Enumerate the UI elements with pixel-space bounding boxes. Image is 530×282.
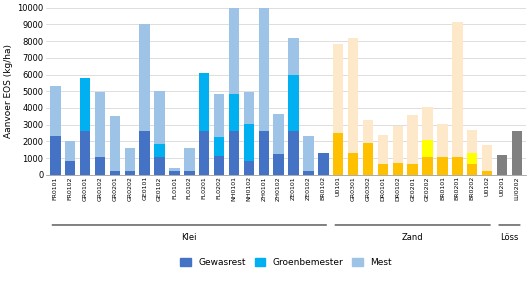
Text: Klei: Klei — [182, 233, 197, 242]
Bar — [154, 91, 165, 144]
Bar — [363, 120, 373, 143]
Bar — [452, 22, 463, 157]
Bar — [482, 171, 492, 175]
Bar — [95, 92, 105, 157]
Bar — [65, 141, 75, 162]
Bar — [467, 153, 478, 164]
Bar — [50, 136, 60, 175]
Bar — [437, 124, 448, 157]
Bar — [378, 135, 388, 164]
Bar — [199, 73, 209, 131]
Bar — [482, 145, 492, 171]
Bar — [80, 78, 90, 131]
Bar — [169, 171, 180, 175]
Bar — [139, 131, 150, 175]
Bar — [422, 107, 433, 140]
Bar — [244, 92, 254, 124]
Bar — [393, 163, 403, 175]
Bar — [497, 155, 507, 175]
Bar — [467, 130, 478, 153]
Bar — [80, 131, 90, 175]
Bar — [95, 157, 105, 175]
Bar — [303, 136, 314, 171]
Bar — [288, 38, 299, 74]
Bar — [452, 157, 463, 175]
Bar — [378, 164, 388, 175]
Bar — [333, 133, 343, 175]
Bar — [199, 131, 209, 175]
Bar — [184, 148, 195, 171]
Bar — [214, 137, 224, 156]
Legend: Gewasrest, Groenbemester, Mest: Gewasrest, Groenbemester, Mest — [176, 254, 396, 271]
Bar — [110, 171, 120, 175]
Bar — [125, 148, 135, 171]
Bar — [184, 171, 195, 175]
Bar — [259, 131, 269, 175]
Bar — [467, 164, 478, 175]
Bar — [65, 162, 75, 175]
Bar — [393, 126, 403, 163]
Bar — [244, 162, 254, 175]
Bar — [139, 24, 150, 131]
Bar — [288, 74, 299, 131]
Bar — [318, 153, 329, 175]
Bar — [229, 94, 239, 131]
Bar — [125, 171, 135, 175]
Bar — [511, 131, 522, 175]
Bar — [422, 140, 433, 157]
Bar — [408, 164, 418, 175]
Bar — [169, 168, 180, 171]
Bar — [229, 0, 239, 94]
Text: Löss: Löss — [500, 233, 519, 242]
Bar — [214, 94, 224, 137]
Text: Zand: Zand — [402, 233, 423, 242]
Bar — [154, 157, 165, 175]
Bar — [229, 131, 239, 175]
Bar — [422, 157, 433, 175]
Bar — [110, 116, 120, 171]
Bar — [348, 38, 358, 153]
Bar — [333, 45, 343, 133]
Bar — [214, 156, 224, 175]
Bar — [154, 144, 165, 157]
Bar — [273, 114, 284, 154]
Bar — [50, 86, 60, 136]
Bar — [259, 8, 269, 131]
Bar — [363, 143, 373, 175]
Bar — [273, 154, 284, 175]
Bar — [244, 124, 254, 162]
Bar — [437, 157, 448, 175]
Y-axis label: Aanvoer EOS (kg/ha): Aanvoer EOS (kg/ha) — [4, 44, 13, 138]
Bar — [348, 153, 358, 175]
Bar — [408, 116, 418, 164]
Bar — [303, 171, 314, 175]
Bar — [288, 131, 299, 175]
